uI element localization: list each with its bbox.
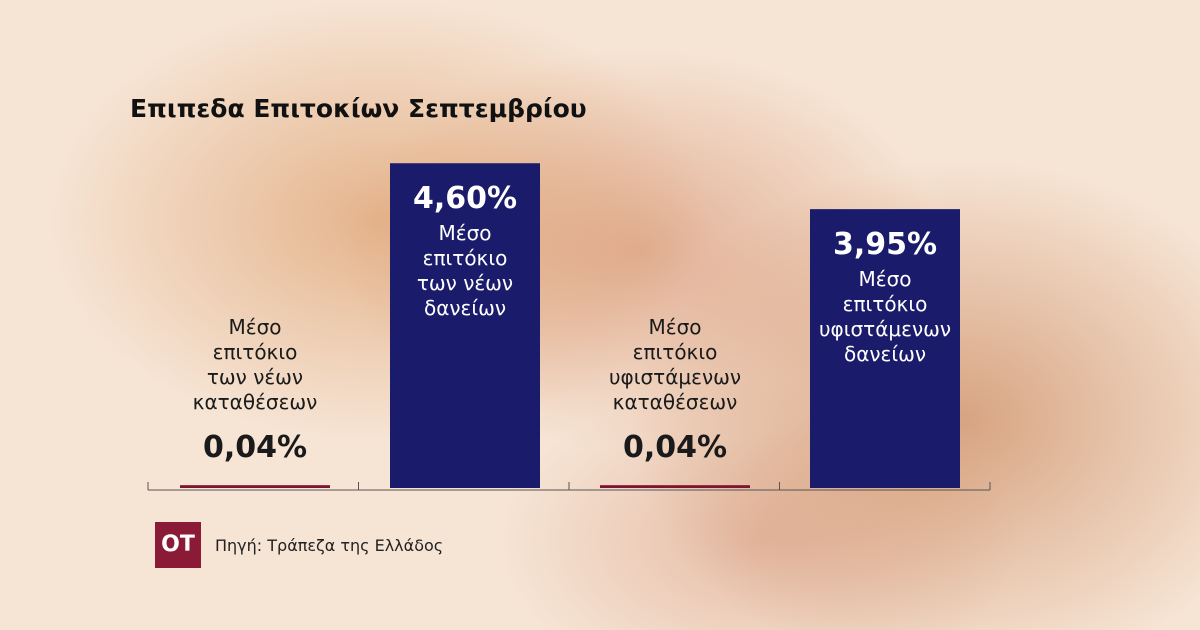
chart-title: Επιπεδα Επιτοκίων Σεπτεμβρίου (130, 94, 587, 123)
category-label: Μέσο επιτόκιο υφιστάμενων δανείων (818, 267, 952, 367)
bar (600, 485, 750, 488)
category-label: Μέσο επιτόκιο υφιστάμενων καταθέσεων (608, 315, 742, 415)
bar (810, 209, 960, 488)
value-label: 4,60% (412, 181, 518, 217)
category-label: Μέσο επιτόκιο των νέων δανείων (416, 221, 514, 321)
value-label: 0,04% (202, 430, 308, 466)
category-label: Μέσο επιτόκιο των νέων καταθέσεων (192, 315, 318, 415)
source-note: Πηγή: Τράπεζα της Ελλάδος (215, 536, 444, 555)
logo: ΟΤ (155, 522, 201, 568)
bar (390, 163, 540, 489)
value-label: 0,04% (622, 430, 728, 466)
value-label: 3,95% (832, 227, 938, 263)
bar (180, 485, 330, 488)
